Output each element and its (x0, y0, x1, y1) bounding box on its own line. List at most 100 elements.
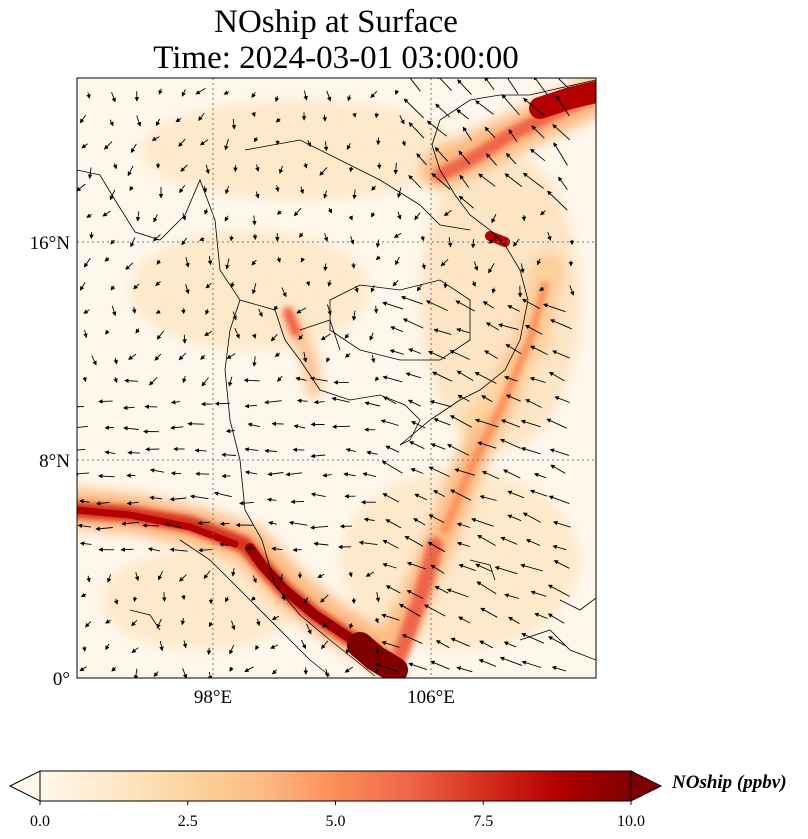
wind-arrow (164, 522, 182, 528)
wind-arrow (479, 494, 497, 501)
wind-arrow (258, 308, 263, 318)
wind-arrow (522, 172, 544, 189)
wind-arrow (251, 259, 257, 266)
wind-arrow (420, 235, 425, 242)
wind-arrow (247, 422, 261, 428)
wind-arrow (195, 471, 210, 477)
wind-arrow (127, 450, 140, 456)
wind-arrow (79, 666, 87, 672)
wind-arrow (376, 137, 381, 146)
wind-arrow (231, 118, 237, 130)
wind-arrow (109, 119, 114, 127)
wind-arrow (531, 125, 545, 139)
wind-arrow (285, 472, 303, 477)
coastlines (77, 79, 596, 677)
wind-arrow (374, 617, 379, 624)
wind-arrow (501, 94, 520, 116)
wind-arrow (302, 352, 308, 363)
wind-arrow (456, 541, 471, 547)
wind-arrow (375, 239, 381, 248)
wind-arrow (480, 607, 498, 618)
wind-arrow (503, 641, 517, 648)
wind-arrow (310, 492, 326, 498)
wind-arrow (370, 90, 378, 99)
wind-arrow (79, 282, 86, 291)
wind-arrow (478, 659, 497, 667)
wind-arrow (156, 259, 162, 265)
wind-arrow (484, 126, 496, 139)
wind-arrow (207, 671, 213, 678)
wind-arrow (299, 232, 304, 238)
wind-arrow (446, 588, 469, 598)
wind-arrow (358, 540, 378, 546)
wind-arrow (349, 166, 354, 173)
wind-arrow (477, 534, 496, 546)
wind-arrow (243, 378, 260, 383)
wind-arrow (319, 167, 328, 176)
wind-arrow (198, 547, 212, 553)
wind-arrow (485, 322, 499, 331)
wind-arrow (375, 591, 381, 603)
wind-arrow (450, 637, 470, 647)
wind-arrow (428, 514, 445, 523)
wind-arrow (273, 305, 279, 311)
wind-arrow (394, 89, 400, 96)
wind-arrow (382, 375, 403, 383)
wind-arrow (279, 165, 284, 174)
wind-arrow (175, 117, 182, 123)
wind-arrow (125, 262, 134, 270)
wind-arrow (569, 285, 575, 296)
wind-arrow (421, 263, 426, 270)
wind-arrow (322, 473, 332, 478)
wind-arrow (292, 447, 305, 453)
wind-arrow (369, 332, 374, 341)
wind-arrow (320, 594, 329, 603)
wind-arrow (153, 214, 158, 223)
wind-arrow (484, 350, 498, 359)
wind-arrow (134, 572, 140, 582)
wind-arrow (251, 283, 257, 295)
wind-arrow (371, 185, 377, 191)
wind-arrow (523, 97, 545, 116)
map-title: NOship at Surface Time: 2024-03-01 03:00… (0, 4, 672, 76)
wind-arrow (539, 286, 545, 292)
wind-arrow (347, 94, 352, 102)
wind-arrow (310, 453, 326, 459)
wind-arrow (447, 237, 453, 248)
wind-arrow (348, 215, 353, 221)
wind-arrow (323, 190, 328, 199)
wind-arrow (471, 280, 476, 287)
wind-arrow (349, 622, 354, 629)
wind-arrow (430, 443, 446, 450)
lat-label-0: 0° (53, 669, 70, 690)
wind-arrow (375, 255, 381, 261)
wind-arrow (408, 348, 422, 354)
wind-arrow (521, 215, 527, 222)
wind-arrow (397, 187, 402, 199)
wind-arrow (458, 616, 471, 624)
wind-arrow (198, 112, 205, 122)
wind-arrow (435, 103, 451, 118)
wind-arrow (491, 213, 497, 224)
wind-arrow (401, 140, 406, 147)
wind-arrow (271, 615, 280, 620)
wind-arrow (132, 306, 137, 314)
wind-arrow (252, 356, 257, 367)
wind-arrow (132, 596, 138, 603)
wind-arrow (393, 232, 402, 238)
wind-arrow (170, 425, 184, 430)
wind-arrow (130, 237, 136, 248)
wind-arrow (142, 523, 160, 528)
wind-arrow (113, 376, 118, 384)
wind-arrow (224, 138, 229, 151)
wind-arrow (456, 666, 473, 673)
wind-arrow (264, 399, 282, 405)
wind-arrow (549, 448, 570, 456)
wind-arrow (534, 612, 548, 619)
wind-arrow (299, 186, 305, 195)
wind-arrow (402, 318, 424, 329)
wind-arrow (389, 349, 404, 355)
wind-arrow (225, 258, 230, 270)
wind-arrow (77, 523, 92, 529)
